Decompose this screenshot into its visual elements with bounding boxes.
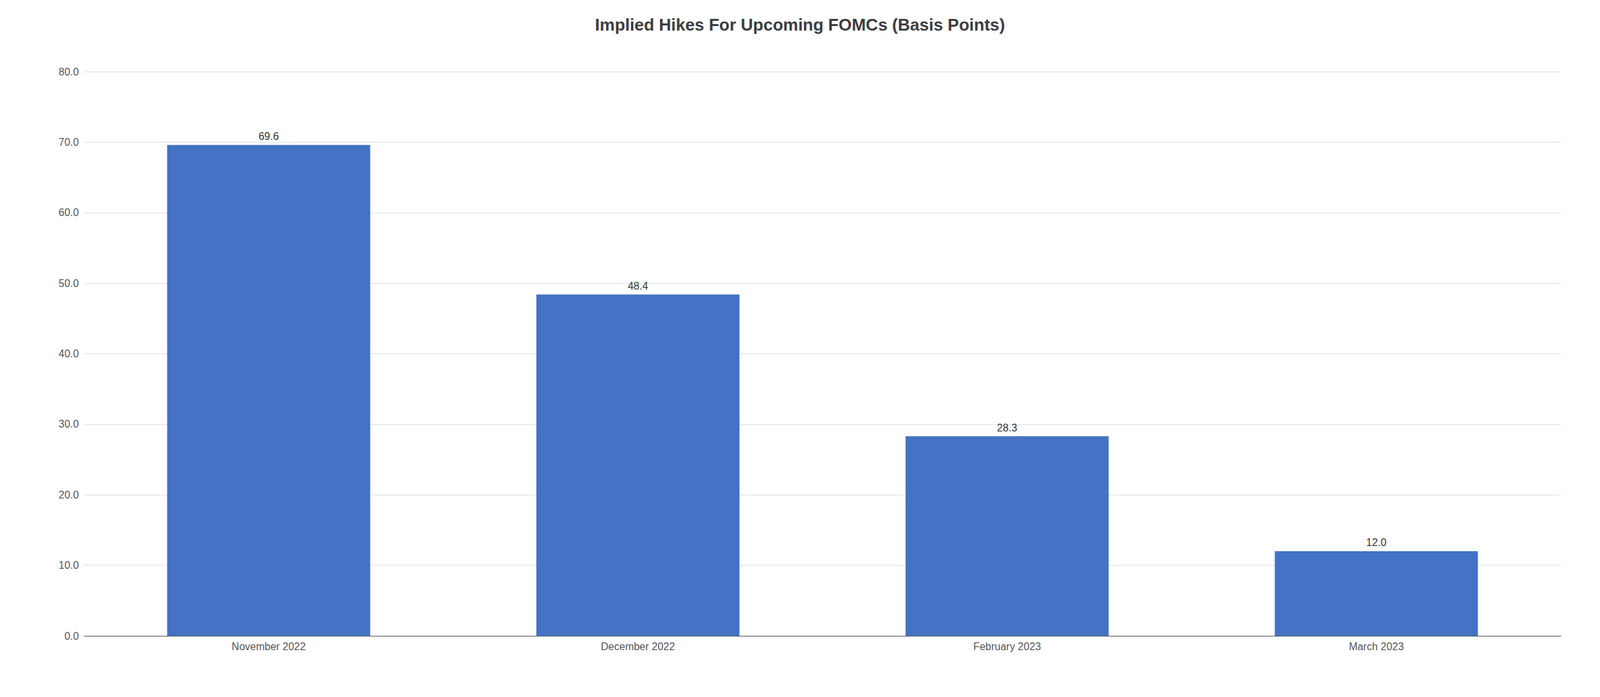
svg-text:40.0: 40.0 [58,348,79,360]
svg-text:80.0: 80.0 [58,66,79,78]
svg-text:28.3: 28.3 [997,422,1018,434]
svg-text:0.0: 0.0 [64,630,79,642]
svg-text:70.0: 70.0 [58,136,79,148]
svg-text:February 2023: February 2023 [973,641,1041,653]
svg-text:20.0: 20.0 [58,489,79,501]
svg-text:November 2022: November 2022 [231,641,306,653]
svg-text:Implied Hikes For Upcoming FOM: Implied Hikes For Upcoming FOMCs (Basis … [594,14,1006,35]
svg-text:30.0: 30.0 [58,418,79,430]
svg-text:12.0: 12.0 [1366,537,1387,549]
svg-text:69.6: 69.6 [258,130,279,142]
svg-text:50.0: 50.0 [58,277,79,290]
svg-text:March 2023: March 2023 [1348,641,1405,653]
svg-text:48.4: 48.4 [627,280,648,292]
svg-text:December 2022: December 2022 [600,641,676,653]
svg-text:10.0: 10.0 [58,559,79,571]
svg-text:60.0: 60.0 [58,206,79,219]
